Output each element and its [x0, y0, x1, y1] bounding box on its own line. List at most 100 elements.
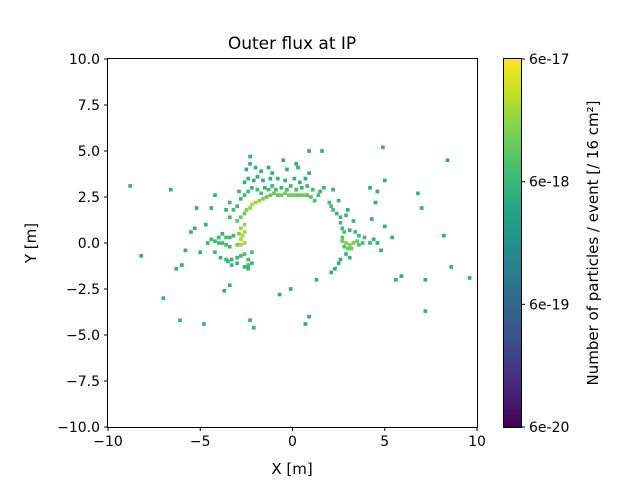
- heatmap-cell: [347, 255, 352, 260]
- heatmap-cell: [423, 277, 428, 282]
- heatmap-cell: [220, 241, 225, 245]
- heatmap-cell: [368, 185, 372, 190]
- heatmap-cell: [342, 244, 346, 249]
- y-tick-label: −2.5: [66, 282, 100, 298]
- heatmap-cell: [227, 283, 232, 288]
- heatmap-cell: [259, 191, 263, 196]
- heatmap-cell: [226, 259, 230, 264]
- heatmap-cell: [307, 314, 311, 319]
- heatmap-cell: [174, 266, 179, 271]
- heatmap-cell: [338, 215, 343, 220]
- colorbar: [503, 58, 522, 428]
- heatmap-cell: [357, 233, 361, 238]
- heatmap-cell: [360, 241, 365, 245]
- heatmap-cell: [322, 185, 326, 190]
- heatmap-cell: [253, 165, 258, 170]
- heatmap-cell: [416, 191, 420, 196]
- heatmap-cell: [242, 180, 247, 185]
- heatmap-cell: [303, 176, 308, 181]
- heatmap-cell: [255, 187, 260, 192]
- y-tick-label: −7.5: [66, 374, 100, 390]
- heatmap-cell: [331, 187, 335, 192]
- chart-title: Outer flux at IP: [228, 34, 356, 54]
- colorbar-tick-label: 6e-19: [529, 297, 569, 313]
- heatmap-cell: [246, 266, 251, 271]
- x-tick-label: −5: [190, 434, 211, 450]
- heatmap-cell: [369, 217, 374, 221]
- heatmap-cell: [336, 198, 341, 203]
- heatmap-cell: [329, 204, 334, 209]
- x-tick-label: 5: [380, 434, 389, 450]
- heatmap-cell: [253, 200, 258, 205]
- y-tick-label: −10.0: [57, 420, 100, 436]
- heatmap-cell: [310, 187, 315, 192]
- heatmap-cell: [375, 241, 380, 245]
- heatmap-cell: [235, 243, 239, 247]
- heatmap-cell: [347, 243, 352, 247]
- heatmap-cell: [235, 261, 239, 266]
- heatmap-cell: [399, 274, 404, 278]
- heatmap-cell: [390, 235, 394, 240]
- heatmap-cell: [168, 187, 173, 192]
- heatmap-cell: [259, 169, 263, 174]
- heatmap-cell: [320, 149, 324, 153]
- heatmap-cell: [362, 235, 367, 240]
- plot-frame: [107, 58, 478, 428]
- heatmap-cell: [340, 235, 345, 240]
- heatmap-cell: [279, 193, 284, 197]
- colorbar-tick-label: 6e-20: [529, 420, 569, 436]
- heatmap-cell: [357, 243, 361, 247]
- heatmap-cell: [281, 158, 286, 163]
- heatmap-cell: [285, 187, 289, 192]
- heatmap-cell: [239, 215, 243, 220]
- heatmap-cell: [449, 265, 454, 269]
- heatmap-cell: [224, 208, 228, 212]
- heatmap-cell: [279, 185, 284, 190]
- heatmap-cell: [224, 235, 228, 240]
- heatmap-cell: [250, 250, 254, 255]
- heatmap-cell: [139, 254, 144, 258]
- heatmap-cell: [209, 206, 214, 210]
- heatmap-cell: [239, 197, 243, 201]
- heatmap-cell: [298, 193, 302, 197]
- heatmap-cell: [248, 154, 252, 159]
- heatmap-cell: [216, 235, 221, 240]
- x-axis: −10 −5 0 5 10: [93, 427, 486, 450]
- heatmap-cell: [231, 208, 236, 212]
- heatmap-cell: [222, 289, 227, 293]
- y-tick-label: 7.5: [78, 98, 100, 114]
- heatmap-cell: [229, 263, 234, 267]
- heatmap-cell: [349, 246, 354, 251]
- heatmap-cell: [266, 187, 271, 192]
- heatmap-cell: [283, 191, 287, 196]
- heatmap-cell: [294, 162, 299, 166]
- heatmap-cell: [242, 252, 247, 256]
- heatmap-cell: [305, 193, 310, 197]
- heatmap-cell: [327, 200, 332, 205]
- heatmap-cell: [373, 200, 378, 205]
- heatmap-cell: [242, 230, 247, 234]
- heatmap-cell: [262, 185, 267, 190]
- heatmap-cell: [329, 270, 334, 275]
- heatmap-cell: [235, 204, 239, 209]
- heatmap-cell: [251, 178, 256, 183]
- heatmap-cell: [346, 246, 350, 251]
- heatmap-cell: [255, 174, 260, 179]
- y-tick-label: 0.0: [78, 236, 100, 252]
- heatmap-cell: [213, 250, 217, 255]
- heatmap-cell: [312, 198, 317, 203]
- heatmap-cell: [375, 189, 380, 194]
- heatmap-cell: [251, 325, 256, 330]
- heatmap-cell: [216, 241, 221, 245]
- heatmap-cell: [235, 255, 239, 260]
- heatmap-cell: [248, 162, 252, 166]
- x-tick-label: 10: [468, 434, 486, 450]
- heatmap-cell: [250, 185, 254, 190]
- heatmap-cell: [298, 180, 302, 185]
- heatmap-cell: [244, 167, 249, 172]
- heatmap-cell: [316, 193, 321, 197]
- heatmap-cell: [275, 193, 280, 197]
- heatmap-cell: [351, 241, 356, 245]
- heatmap-cell: [344, 213, 348, 218]
